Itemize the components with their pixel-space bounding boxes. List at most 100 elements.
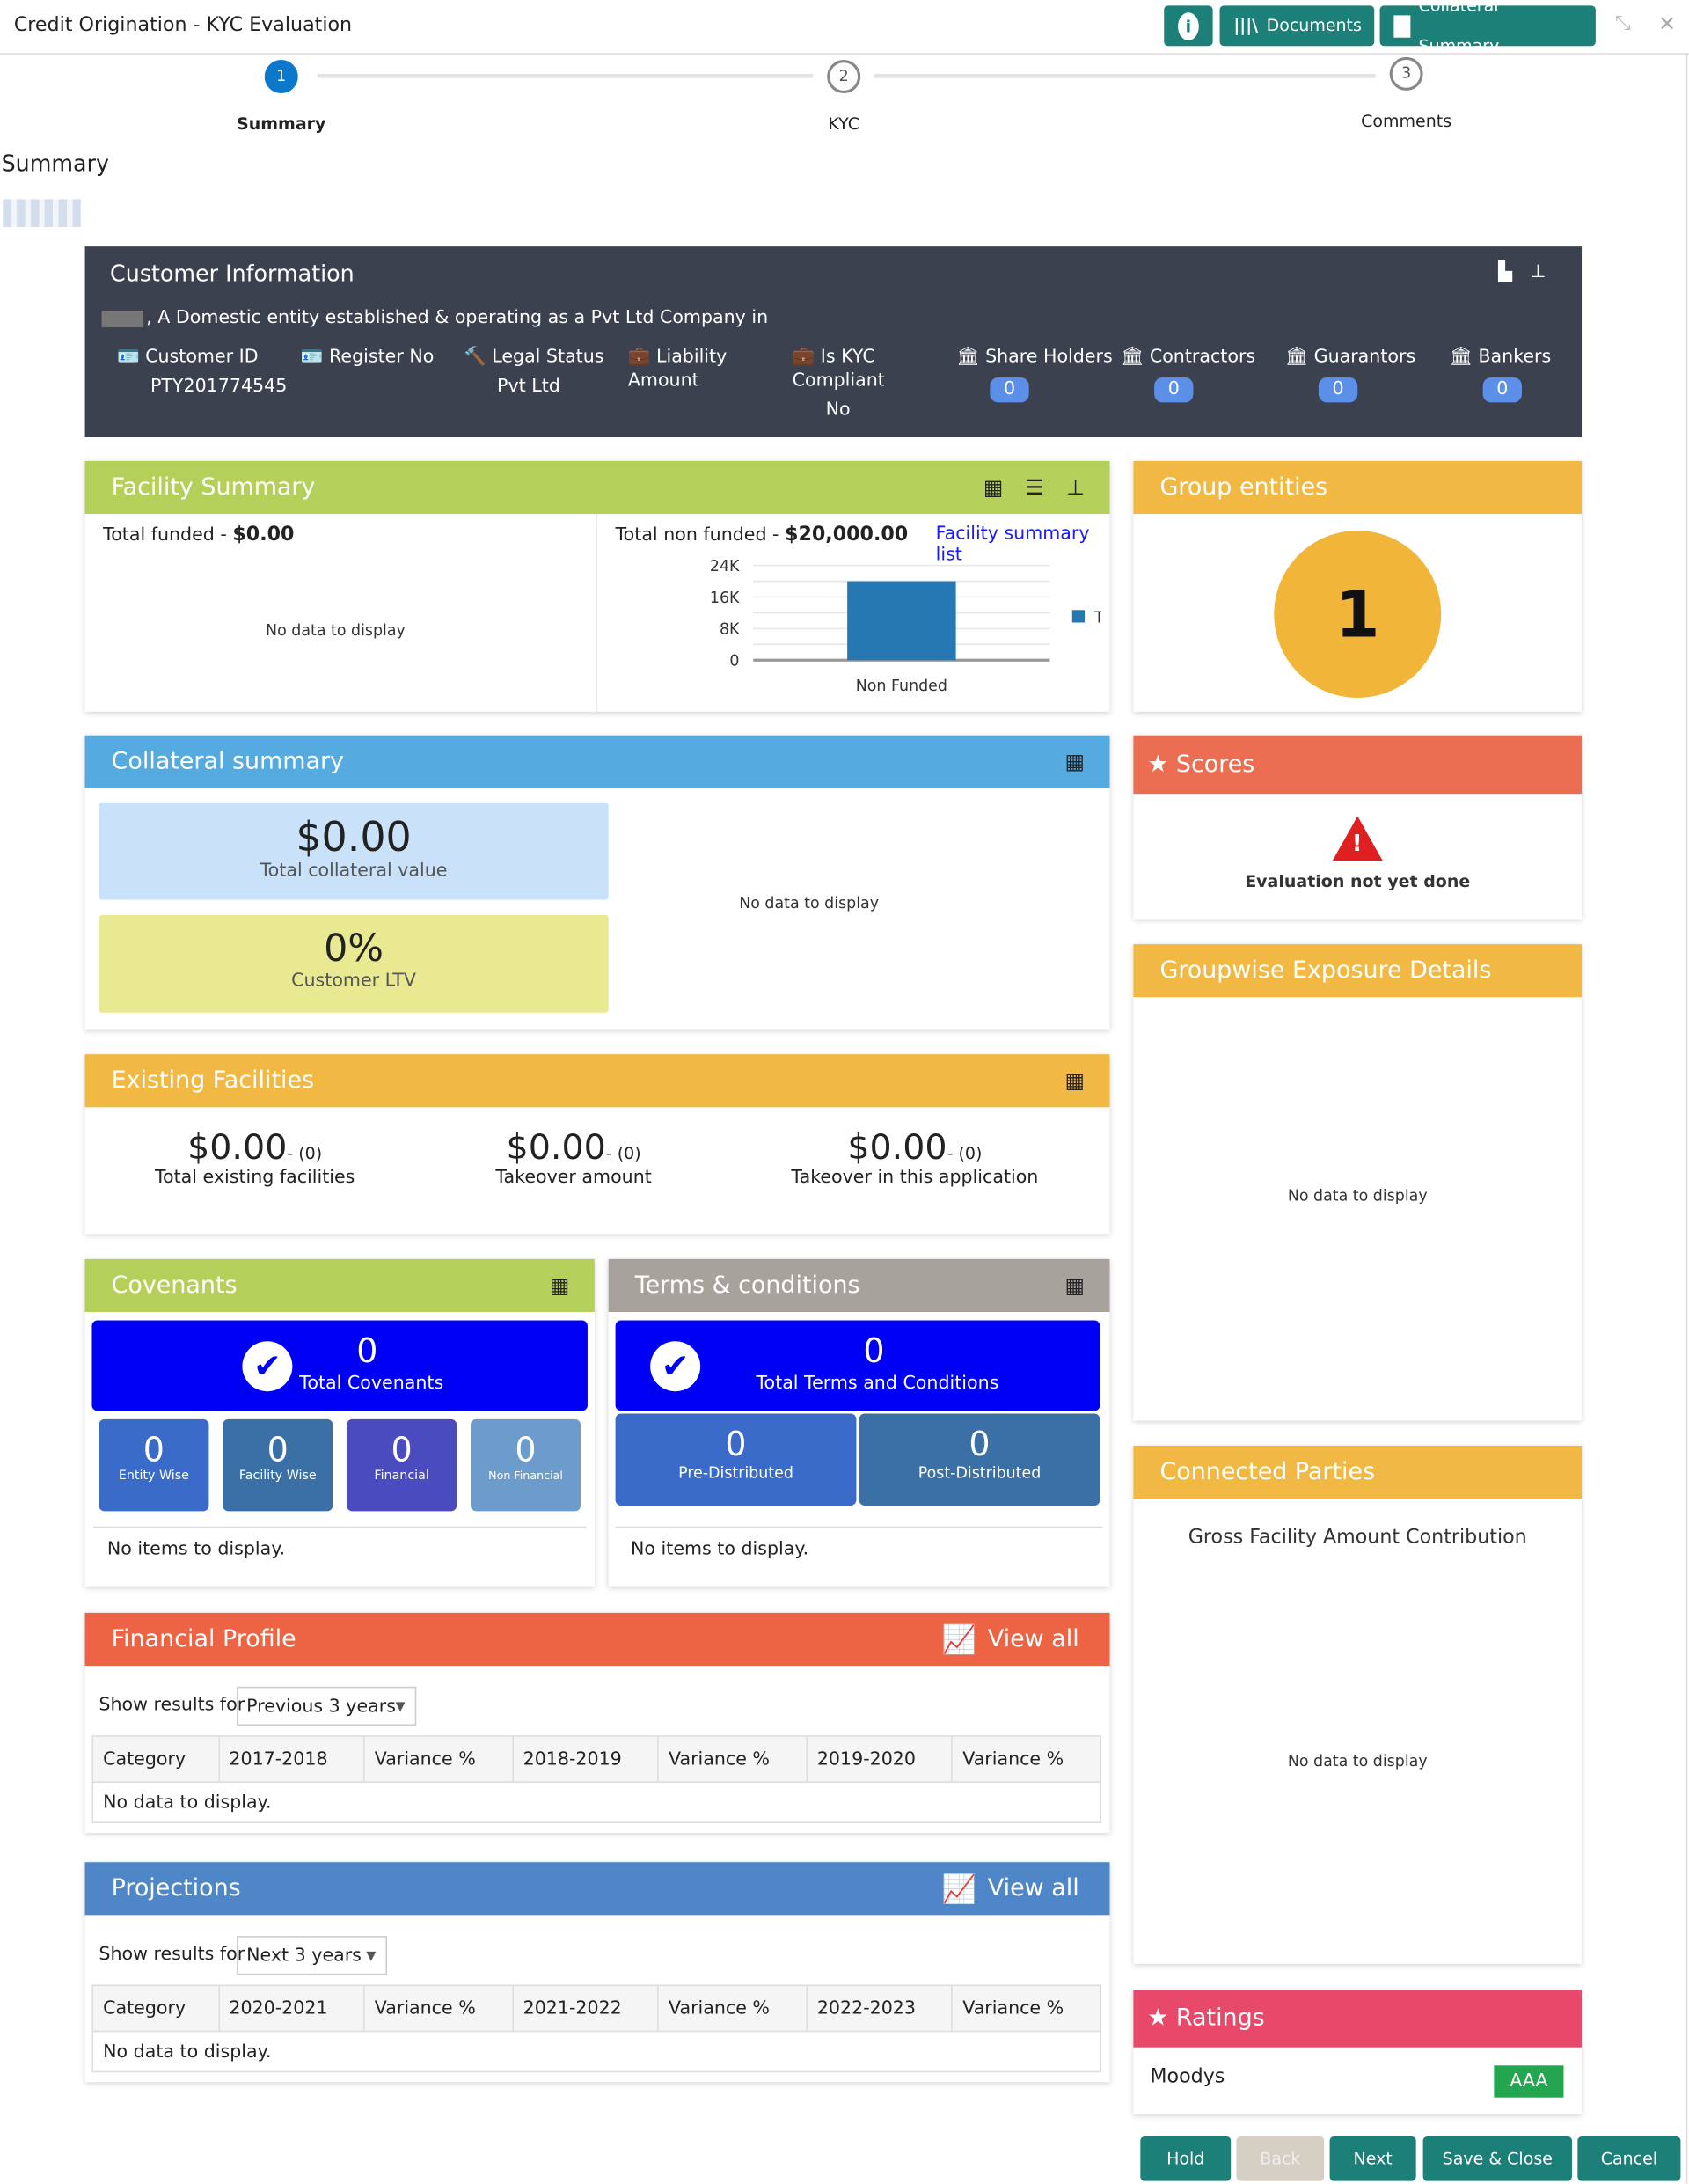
entity-wise-tile[interactable]: 0 Entity Wise [99,1418,209,1512]
contractors-count[interactable]: 0 [1154,377,1194,403]
right-border [1685,53,1688,2184]
facility-summary-list-link[interactable]: Facility summary list [935,524,1090,566]
facility-bar-chart: 0 8K 16K 24K Non Funded Term Loan [710,558,1101,695]
y-tick-label: 16K [710,590,740,607]
grid-icon[interactable]: ▦ [549,1272,570,1299]
grid-icon[interactable]: ▦ [1064,749,1086,775]
hierarchy-icon[interactable]: ⊥ [1530,261,1546,283]
y-tick-label: 8K [720,621,740,639]
projections-view-all-button[interactable]: 📈 View all [942,1862,1079,1915]
groupwise-exposure-card: Groupwise Exposure Details No data to di… [1133,944,1583,1421]
projections-period-select[interactable]: Next 3 years ▼ [237,1936,388,1975]
projections-table: Category 2020-2021 Variance % 2021-2022 Vari… [91,1984,1101,2073]
facility-summary-header: Facility Summary ▦ ☰ ⊥ [84,460,1110,515]
dropdown-arrow-icon: ▼ [395,1700,406,1715]
step-1-label[interactable]: Summary [237,114,326,134]
step-2-circle[interactable]: 2 [827,60,861,94]
step-3-label[interactable]: Comments [1361,111,1452,131]
y-tick-label: 24K [710,558,740,575]
legal-status-value: Pvt Ltd [497,376,560,398]
connected-parties-header: Connected Parties [1133,1445,1583,1499]
group-entities-count[interactable]: 1 [1274,531,1442,698]
total-covenants-tile[interactable]: ✔ 0 Total Covenants [91,1320,588,1411]
financial-tile[interactable]: 0 Financial [347,1418,457,1512]
header-divider [0,53,1689,55]
hierarchy-icon[interactable]: ⊥ [1066,474,1086,501]
star-icon: ★ [1147,2004,1169,2033]
id-card-icon: 🪪 [116,347,140,368]
non-financial-tile[interactable]: 0 Non Financial [470,1418,581,1512]
financial-view-all-button[interactable]: 📈 View all [942,1613,1079,1666]
covenants-card: Covenants ▦ ✔ 0 Total Covenants 0 Entity W… [84,1258,595,1587]
line-chart-icon: 📈 [941,1622,977,1656]
window-title: Credit Origination - KYC Evaluation [13,13,353,37]
info-button[interactable]: i [1164,5,1213,47]
guarantors-field: 🏛 Guarantors [1284,347,1416,368]
gavel-icon: 🔨 [464,347,486,368]
grid-icon[interactable]: ▦ [1064,1068,1086,1094]
cancel-button[interactable]: Cancel [1577,2136,1681,2181]
kyc-compliant-field: 💼 Is KYC Compliant [792,347,885,392]
info-icon: i [1178,11,1199,40]
bankers-count[interactable]: 0 [1482,377,1523,403]
group-entities-header: Group entities [1133,460,1583,515]
customer-ltv-tile: 0% Customer LTV [99,914,609,1013]
terms-conditions-header: Terms & conditions ▦ [608,1258,1110,1312]
documents-label: Documents [1266,15,1362,35]
connected-parties-subtitle: Gross Facility Amount Contribution [1188,1526,1527,1550]
star-icon: ★ [1147,751,1169,779]
bank-icon: 🏛 [1284,347,1309,368]
grid-icon[interactable]: ▦ [983,474,1004,501]
list-icon[interactable]: ☰ [1025,474,1044,501]
grid-icon[interactable]: ▦ [1064,1272,1086,1299]
facility-wise-tile[interactable]: 0 Facility Wise [223,1418,333,1512]
share-holders-count[interactable]: 0 [990,377,1029,403]
financial-period-select[interactable]: Previous 3 years ▼ [237,1686,417,1726]
minimize-icon[interactable]: ⤡ [1615,12,1631,35]
post-distributed-tile[interactable]: 0 Post-Distributed [859,1413,1100,1506]
save-close-button[interactable]: Save & Close [1422,2136,1572,2181]
facility-summary-title: Facility Summary [111,473,316,502]
register-no-field: 🪪 Register No [300,347,435,368]
existing-facilities-card: Existing Facilities ▦ $0.00- (0) Total exi… [84,1054,1110,1235]
scores-card: ★ Scores ! Evaluation not yet done [1133,735,1583,920]
guarantors-count[interactable]: 0 [1318,377,1358,403]
ratings-header: ★ Ratings [1133,1990,1583,2048]
y-tick-label: 0 [729,653,739,671]
stepper-line [874,73,1376,78]
line-chart-icon: 📈 [941,1872,977,1906]
liability-amount-field: 💼 Liability Amount [627,347,728,392]
x-tick-label: Non Funded [856,678,947,695]
close-icon[interactable]: ✕ [1658,11,1677,37]
warning-icon [1332,816,1383,861]
pre-distributed-tile[interactable]: 0 Pre-Distributed [615,1413,857,1506]
facility-summary-card: Facility Summary ▦ ☰ ⊥ Total funded - $0.0… [84,460,1110,712]
hold-button[interactable]: Hold [1140,2136,1232,2181]
back-button[interactable]: Back [1236,2136,1325,2181]
customer-logo [3,199,81,227]
collateral-summary-label: Collateral Summary [1418,0,1500,55]
table-row: No data to display. [91,1781,1101,1823]
chart-icon[interactable]: ▙ [1498,261,1512,283]
collateral-summary-button[interactable]: Collateral Summary [1379,0,1596,55]
projections-show-label: Show results for [99,1944,245,1966]
connected-no-data: No data to display [1287,1752,1428,1770]
documents-button[interactable]: |||\ Documents [1219,5,1375,47]
ratings-card: ★ Ratings Moodys AAA [1133,1990,1583,2114]
covenants-empty: No items to display. [106,1538,286,1560]
legend-label: Term Loan [1093,610,1101,627]
step-2-label[interactable]: KYC [828,114,859,134]
projections-card: Projections 📈 View all Show results for N… [84,1862,1110,2083]
scores-header: ★ Scores [1133,735,1583,795]
bank-icon: 🏛 [1121,347,1144,368]
total-terms-tile[interactable]: ✔ 0 Total Terms and Conditions [615,1320,1100,1411]
id-card-icon: 🪪 [300,347,324,368]
collateral-no-data: No data to display [739,894,880,912]
funded-no-data: No data to display [266,620,406,640]
next-button[interactable]: Next [1329,2136,1416,2181]
existing-facilities-header: Existing Facilities ▦ [84,1054,1110,1108]
step-1-circle[interactable]: 1 [264,60,298,94]
step-3-circle[interactable]: 3 [1389,56,1423,91]
customer-id-field: 🪪 Customer ID [116,347,259,368]
